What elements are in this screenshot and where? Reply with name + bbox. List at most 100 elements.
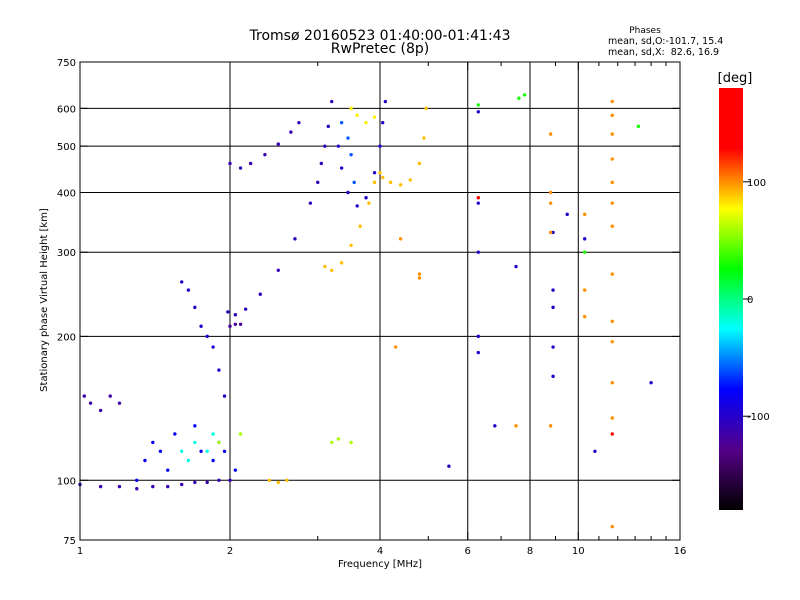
- data-point: [233, 322, 238, 326]
- data-point: [367, 201, 371, 205]
- data-point: [211, 432, 215, 436]
- data-point: [228, 324, 232, 328]
- data-point: [217, 368, 221, 372]
- phases-header: Phases: [629, 26, 661, 36]
- data-point: [352, 180, 356, 185]
- data-point: [346, 136, 350, 140]
- data-point: [117, 484, 122, 489]
- data-point: [378, 171, 382, 175]
- data-point: [297, 120, 301, 125]
- data-point: [565, 212, 569, 217]
- data-point: [548, 132, 553, 136]
- data-point: [336, 437, 341, 441]
- y-tick-label: 75: [63, 536, 76, 547]
- data-point: [514, 424, 518, 428]
- data-point: [610, 524, 614, 529]
- data-point: [517, 96, 521, 100]
- data-point: [610, 432, 614, 436]
- y-tick-label: 750: [57, 58, 76, 69]
- data-point: [417, 276, 422, 280]
- data-point: [211, 345, 215, 349]
- data-point: [330, 268, 334, 272]
- data-point: [205, 480, 209, 485]
- data-point: [358, 224, 362, 228]
- data-point: [582, 288, 587, 292]
- y-tick-label: 300: [57, 248, 76, 259]
- data-point: [398, 237, 403, 241]
- y-tick-label: 400: [57, 188, 76, 199]
- data-point: [226, 310, 230, 314]
- data-point: [355, 113, 359, 118]
- data-point: [339, 166, 344, 170]
- data-point: [372, 180, 377, 185]
- x-tick-label: 6: [465, 546, 471, 557]
- data-point: [166, 484, 170, 489]
- data-point: [349, 243, 353, 248]
- data-point: [610, 99, 614, 104]
- data-point: [349, 152, 353, 157]
- data-point: [330, 99, 334, 104]
- data-point: [199, 324, 203, 328]
- data-point: [610, 339, 614, 344]
- data-point: [372, 171, 377, 175]
- data-point: [326, 124, 331, 129]
- data-point: [551, 305, 555, 310]
- data-point: [476, 250, 481, 254]
- data-point: [548, 201, 553, 205]
- data-point: [217, 440, 221, 445]
- data-point: [82, 394, 86, 398]
- data-point: [222, 394, 227, 398]
- data-point: [582, 212, 587, 217]
- colorbar-tick-label: 100: [747, 178, 766, 189]
- data-point: [551, 345, 555, 349]
- y-tick-label: 600: [57, 104, 76, 115]
- data-point: [228, 478, 232, 482]
- colorbar-tick-label: -100: [747, 412, 770, 423]
- data-point: [447, 464, 451, 468]
- data-point: [180, 482, 184, 487]
- data-point: [476, 196, 481, 200]
- data-point: [135, 487, 139, 491]
- data-point: [263, 152, 267, 157]
- x-tick-label: 1: [77, 546, 83, 557]
- data-point: [222, 449, 227, 453]
- x-tick-label: 2: [227, 546, 233, 557]
- data-point: [339, 120, 344, 125]
- data-point: [417, 272, 422, 276]
- data-point: [276, 142, 280, 146]
- data-point: [548, 230, 553, 235]
- phases-stat-o: mean, sd,O:-101.7, 15.4: [608, 36, 723, 47]
- data-point: [330, 440, 334, 445]
- data-point: [610, 381, 614, 385]
- data-point: [199, 449, 203, 453]
- data-point: [346, 190, 350, 195]
- data-point: [610, 180, 614, 185]
- y-axis-label: Stationary phase Virtual Height [km]: [39, 208, 50, 392]
- data-point: [582, 314, 587, 319]
- data-point: [217, 478, 221, 482]
- data-point: [393, 345, 398, 349]
- data-point: [349, 440, 353, 445]
- data-point: [422, 136, 426, 140]
- data-point: [193, 480, 197, 485]
- colorbar-ticks: 100 0 -100: [743, 178, 770, 423]
- data-point: [551, 230, 555, 235]
- x-tick-label: 4: [377, 546, 383, 557]
- data-point: [323, 144, 327, 148]
- colorbar-label: [deg]: [718, 71, 753, 86]
- colorbar: [719, 88, 743, 510]
- data-point: [349, 106, 353, 111]
- grid-lines: [80, 62, 680, 540]
- data-point: [476, 103, 481, 107]
- data-point: [228, 161, 232, 166]
- data-point: [238, 432, 243, 436]
- data-point: [493, 424, 497, 428]
- data-point: [117, 401, 122, 405]
- data-point: [180, 280, 184, 284]
- data-point: [551, 374, 555, 379]
- data-point: [593, 449, 597, 453]
- data-point: [233, 468, 238, 472]
- data-point: [135, 478, 139, 482]
- data-point: [610, 201, 614, 205]
